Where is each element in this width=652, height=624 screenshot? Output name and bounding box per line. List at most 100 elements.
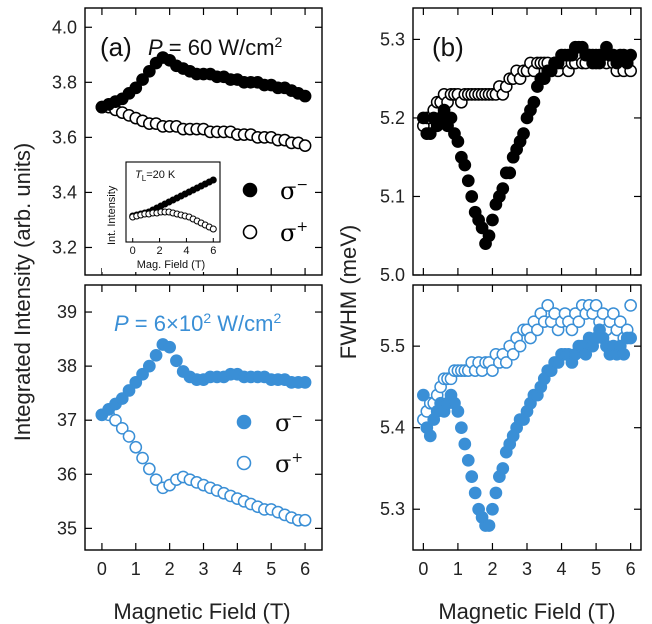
inset-title-symbol: T — [135, 169, 143, 181]
data-point-sigma-minus — [461, 174, 475, 188]
data-point-sigma-minus — [468, 486, 482, 500]
x-axis-label-a: Magnetic Field (T) — [113, 599, 290, 624]
data-point-sigma-minus — [417, 388, 430, 402]
data-point-sigma-plus — [607, 307, 620, 320]
y-tick-label: 5.2 — [380, 108, 405, 128]
data-point-sigma-minus — [142, 64, 156, 78]
inset-x-tick-label: 2 — [157, 245, 163, 257]
data-point-sigma-minus — [579, 347, 593, 361]
data-point-sigma-plus — [506, 347, 520, 361]
inset-ylabel: Int. Intensity — [106, 185, 118, 245]
legend-bottom-sigma-minus-marker — [236, 414, 252, 430]
inset-xlabel: Mag. Field (T) — [137, 259, 205, 271]
data-point-sigma-minus — [486, 213, 499, 227]
data-point-sigma-plus — [513, 339, 527, 353]
data-point-sigma-minus — [465, 190, 479, 203]
panel-a-top: 3.2 3.4 3.6 3.8 4.0 — [52, 7, 323, 276]
y-tick-label: 35 — [57, 518, 77, 538]
legend-top-sigma-minus: σ− — [280, 177, 308, 205]
data-point-sigma-plus — [589, 299, 603, 312]
data-point-sigma-minus — [451, 135, 465, 148]
data-point-sigma-minus — [142, 359, 156, 373]
data-point-sigma-minus — [163, 340, 176, 354]
power-bottom-label: P = 6×102 W/cm2 — [114, 310, 281, 336]
inset-title: TL=20 K — [135, 169, 176, 183]
data-point-sigma-minus — [444, 111, 458, 125]
data-point-sigma-plus — [499, 356, 513, 369]
legend-top-sigma-plus-marker — [242, 224, 258, 240]
x-tick-label: 6 — [300, 559, 310, 579]
power-top-value: = 60 W/cm — [163, 35, 275, 60]
data-point-sigma-minus — [455, 421, 468, 435]
data-point-sigma-plus — [524, 331, 537, 345]
y-tick-label: 3.8 — [52, 72, 77, 92]
y-tick-label: 3.4 — [52, 182, 77, 202]
y-tick-label: 5.0 — [380, 265, 405, 285]
x-tick-label: 2 — [487, 559, 497, 579]
y-tick-label: 5.3 — [380, 499, 405, 519]
power-bottom-unit: W/cm — [211, 311, 273, 336]
data-point-sigma-minus — [496, 182, 510, 195]
panel-b-bottom: 5.3 5.4 5.5 0 1 2 3 4 5 6 — [380, 284, 642, 579]
legend-top-sigma-plus-sign: + — [296, 219, 308, 235]
y-tick-label: 3.2 — [52, 237, 77, 257]
inset-frame — [125, 161, 221, 243]
data-point-sigma-plus — [541, 299, 555, 312]
inset-point — [209, 225, 217, 233]
x-tick-label: 6 — [626, 559, 636, 579]
panel-a-label: (a) — [100, 32, 132, 62]
power-bottom-value: = 6×10 — [129, 311, 204, 336]
data-point-sigma-plus — [565, 323, 579, 337]
panel-a-bottom: 35 36 37 38 39 0 1 2 3 4 5 6 — [57, 284, 323, 579]
legend-bottom-sigma-minus-sym: σ — [275, 409, 291, 437]
y-tick-label: 37 — [57, 410, 77, 430]
data-point-sigma-minus — [486, 502, 499, 516]
data-point-sigma-minus — [617, 347, 631, 361]
x-tick-label: 5 — [591, 559, 601, 579]
data-point-sigma-minus — [170, 354, 183, 368]
inset-point — [209, 176, 217, 184]
data-point-sigma-minus — [475, 221, 489, 235]
data-point-sigma-plus — [613, 315, 627, 329]
data-point-sigma-plus — [136, 451, 149, 465]
data-point-sigma-plus — [149, 473, 163, 487]
data-point-sigma-plus — [129, 440, 143, 454]
power-top-label: P = 60 W/cm2 — [148, 34, 283, 60]
y-tick-label: 36 — [57, 464, 77, 484]
data-point-sigma-minus — [496, 462, 510, 475]
data-point-sigma-minus — [527, 95, 541, 109]
data-point-sigma-plus — [142, 462, 156, 476]
data-point-sigma-plus — [531, 323, 544, 337]
data-point-sigma-minus — [298, 89, 312, 103]
power-top-symbol: P — [148, 35, 163, 60]
legend-bottom-sigma-plus-sign: + — [291, 450, 303, 466]
x-tick-label: 5 — [266, 559, 276, 579]
data-point-sigma-minus — [298, 375, 312, 389]
data-point-sigma-minus — [482, 229, 496, 243]
data-point-sigma-minus — [624, 48, 637, 62]
x-tick-label: 0 — [418, 559, 428, 579]
y-tick-label: 5.1 — [380, 186, 405, 206]
x-tick-label: 4 — [232, 559, 242, 579]
panel-b-top: 5.0 5.1 5.2 5.3 — [380, 7, 642, 285]
data-point-sigma-minus — [122, 384, 136, 397]
legend-top-sigma-minus-sym: σ — [280, 177, 296, 205]
power-top-exponent: 2 — [275, 34, 283, 50]
legend-bottom-sigma-minus-sign: − — [291, 409, 303, 425]
data-point-sigma-minus — [482, 519, 496, 532]
legend-bottom-sigma-plus: σ+ — [275, 450, 303, 478]
x-axis-label-b: Magnetic Field (T) — [438, 599, 615, 624]
data-point-sigma-minus — [489, 486, 503, 500]
data-point-sigma-minus — [458, 437, 472, 451]
legend-top-sigma-minus-marker — [242, 182, 258, 198]
data-point-sigma-minus — [451, 405, 465, 418]
data-point-sigma-plus — [486, 364, 499, 377]
data-point-sigma-minus — [149, 348, 163, 362]
y-tick-label: 38 — [57, 356, 77, 376]
x-tick-label: 3 — [198, 559, 208, 579]
y-tick-label: 5.5 — [380, 336, 405, 356]
data-point-sigma-plus — [572, 315, 586, 329]
y-axis-label-b: FWHM (meV) — [336, 225, 361, 359]
data-point-sigma-minus — [461, 453, 475, 467]
